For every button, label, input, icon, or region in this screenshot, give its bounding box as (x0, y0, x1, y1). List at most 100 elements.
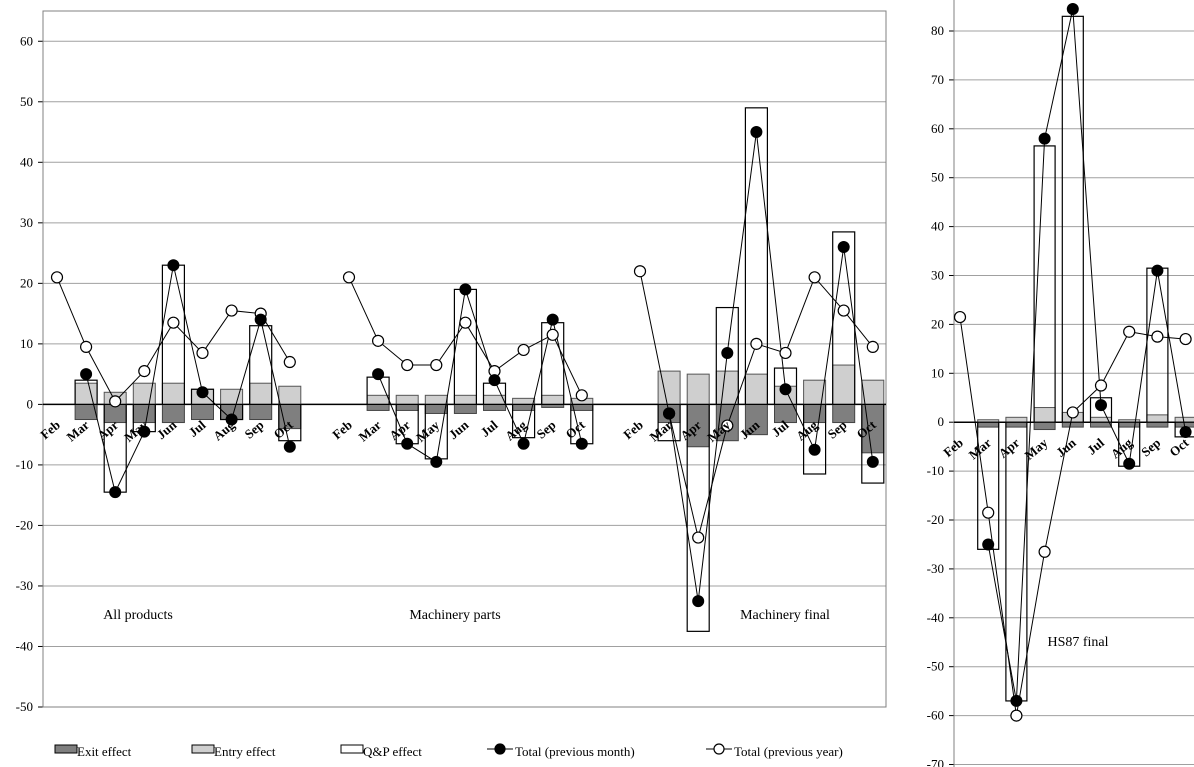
bar-entry-effect (1005, 416, 1028, 423)
bar-exit-effect (1033, 421, 1056, 431)
bar-entry-effect (453, 394, 477, 405)
y-tick-label: 0 (938, 414, 945, 429)
category-label: Oct (1166, 435, 1192, 460)
y-tick-label: -30 (927, 561, 944, 576)
bar-entry-effect (366, 394, 390, 405)
y-tick-label: 80 (931, 23, 944, 38)
category-label: Aug (1108, 435, 1136, 462)
point-total-previous-year (1123, 325, 1136, 338)
bar-entry-effect (74, 382, 98, 405)
point-total-previous-year (283, 355, 296, 369)
legend-swatch-qp (340, 744, 364, 754)
point-total-previous-year (692, 531, 705, 544)
point-total-previous-year (837, 304, 850, 317)
bar-qp-effect (1146, 267, 1169, 423)
bar-exit-effect (1118, 421, 1141, 428)
point-total-previous-month (1010, 694, 1023, 707)
point-total-previous-year (1094, 379, 1108, 392)
point-total-previous-month (283, 440, 296, 453)
line-total-previous-month (987, 8, 1187, 702)
point-total-previous-year (401, 358, 414, 372)
legend-swatch-exit (54, 744, 78, 754)
point-total-previous-year (225, 304, 238, 317)
point-total-previous-month (80, 368, 93, 381)
bar-exit-effect (977, 421, 1000, 428)
legend-swatch-entry (191, 744, 215, 754)
point-total-previous-year (1179, 332, 1192, 346)
y-tick-label: 30 (931, 268, 944, 283)
bar-entry-effect (803, 379, 827, 405)
point-total-previous-year (1010, 709, 1023, 722)
bar-qp-effect (715, 306, 739, 405)
legend-label: Entry effect (214, 744, 276, 759)
bar-exit-effect (1005, 421, 1028, 428)
point-total-previous-year (546, 328, 559, 341)
point-total-previous-month (721, 346, 734, 359)
point-total-previous-month (430, 455, 443, 468)
point-total-previous-month (982, 538, 995, 551)
y-tick-label: -60 (927, 708, 944, 723)
category-label: Sep (1138, 435, 1163, 459)
category-label: Sep (241, 417, 266, 441)
bar-exit-effect (249, 403, 273, 421)
point-total-previous-month (1095, 399, 1107, 412)
point-total-previous-year (575, 389, 588, 402)
line-total-previous-month (668, 131, 874, 602)
category-label: Apr (996, 435, 1023, 461)
y-tick-label: -30 (16, 578, 33, 593)
category-label: Jul (1084, 435, 1107, 458)
bar-qp-effect (686, 403, 710, 632)
bar-entry-effect (161, 382, 185, 405)
y-tick-label: -40 (927, 610, 944, 625)
point-total-previous-year (109, 395, 122, 408)
bar-entry-effect (832, 364, 856, 405)
bar-entry-effect (1174, 416, 1194, 423)
category-label: Feb (329, 417, 355, 442)
y-tick-label: 50 (931, 170, 944, 185)
bar-exit-effect (1090, 421, 1112, 428)
y-tick-label: -40 (16, 638, 33, 653)
bar-entry-effect (715, 370, 739, 405)
point-total-previous-year (1151, 330, 1164, 343)
point-total-previous-month (109, 486, 122, 499)
point-total-previous-month (575, 437, 588, 450)
point-total-previous-month (372, 368, 385, 381)
legend-label: Total (previous year) (734, 744, 843, 759)
point-total-previous-year (953, 310, 967, 324)
y-tick-label: -20 (927, 512, 944, 527)
legend-label: Total (previous month) (515, 744, 635, 759)
bar-entry-effect (424, 394, 448, 405)
bar-qp-effect (832, 231, 856, 405)
category-label: Jul (478, 417, 501, 440)
bar-exit-effect (1146, 421, 1169, 428)
panel-label: HS87 final (1047, 635, 1108, 650)
point-total-previous-month (663, 407, 676, 420)
bar-qp-effect (744, 107, 769, 405)
bar-qp-effect (657, 403, 681, 442)
bar-entry-effect (278, 385, 302, 405)
point-total-previous-year (779, 346, 792, 360)
y-tick-label: -50 (927, 659, 944, 674)
y-tick-label: -10 (927, 463, 944, 478)
y-tick-label: 0 (27, 396, 34, 411)
bar-exit-effect (366, 403, 390, 411)
y-tick-label: 40 (20, 154, 33, 169)
point-total-previous-month (196, 386, 209, 399)
point-total-previous-year (1066, 406, 1079, 419)
y-tick-label: 50 (20, 94, 33, 109)
y-tick-label: -70 (927, 757, 944, 767)
panel-label: All products (103, 608, 173, 623)
point-total-previous-year (1038, 545, 1051, 558)
category-label: May (1022, 435, 1051, 463)
bar-entry-effect (249, 382, 273, 405)
bar-qp-effect (802, 403, 827, 475)
point-total-previous-month (488, 374, 501, 387)
point-total-previous-month (808, 443, 821, 456)
bar-exit-effect (453, 403, 477, 414)
point-total-previous-year (342, 271, 356, 284)
y-tick-label: 10 (931, 365, 944, 380)
bar-qp-effect (861, 403, 885, 484)
bar-exit-effect (191, 403, 214, 421)
bar-qp-effect (278, 403, 302, 442)
